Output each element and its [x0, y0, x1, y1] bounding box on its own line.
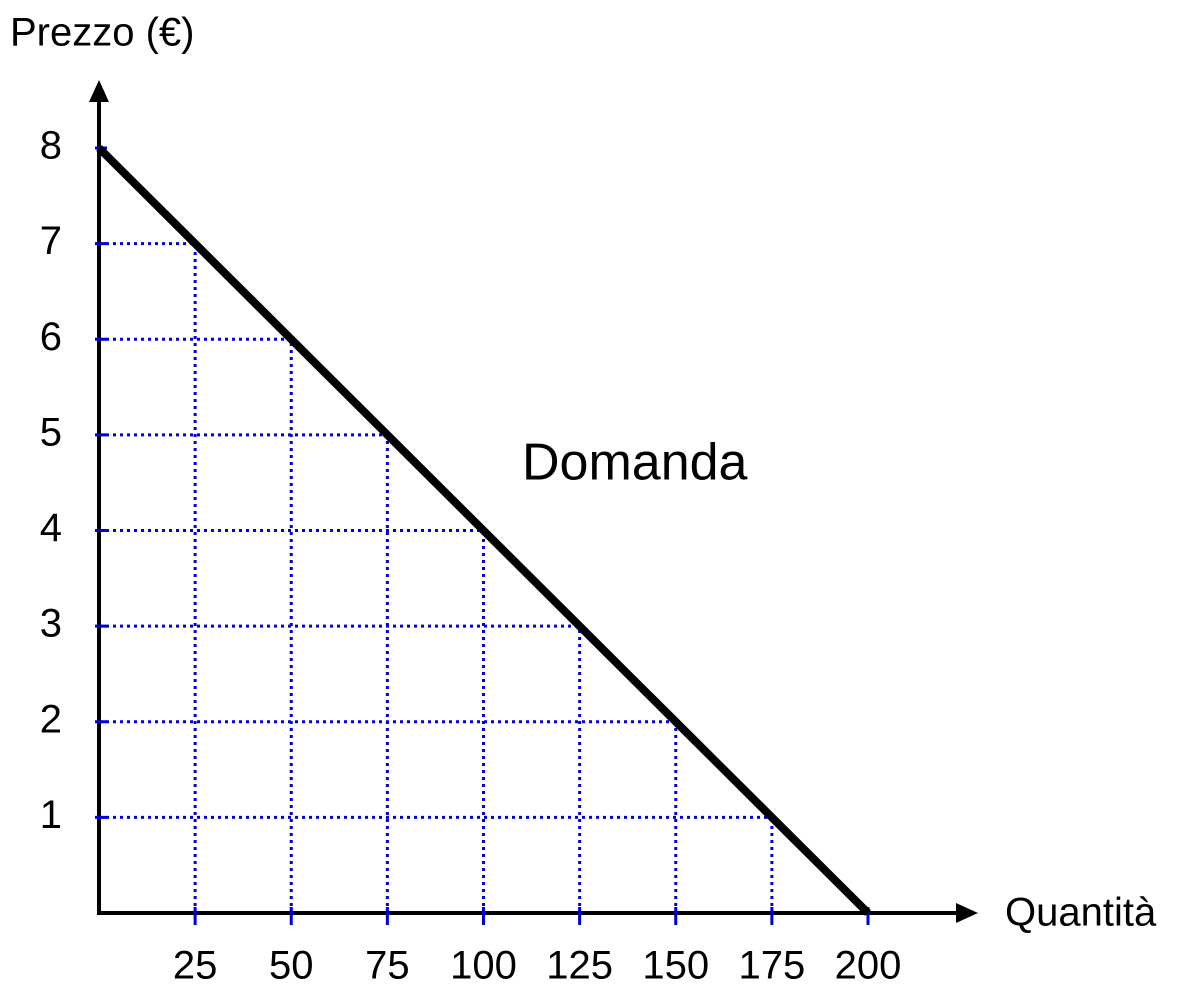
x-tick-label: 50: [269, 944, 314, 988]
y-tick-label: 7: [40, 219, 62, 263]
x-tick-label: 150: [642, 944, 709, 988]
x-tick-label: 175: [739, 944, 806, 988]
x-tick-label: 125: [546, 944, 613, 988]
y-tick-label: 1: [40, 793, 62, 837]
y-tick-label: 5: [40, 410, 62, 454]
x-tick-label: 25: [173, 944, 218, 988]
y-tick-label: 6: [40, 315, 62, 359]
x-axis-arrow: [956, 903, 978, 923]
x-tick-label: 100: [450, 944, 517, 988]
y-tick-label: 8: [40, 124, 62, 168]
x-tick-label: 200: [835, 944, 902, 988]
guides: [99, 242, 774, 913]
y-axis-arrow: [89, 80, 109, 102]
y-tick-label: 4: [40, 506, 62, 550]
y-tick-label: 3: [40, 602, 62, 646]
y-axis-label: Prezzo (€): [10, 11, 195, 55]
y-tick-label: 2: [40, 697, 62, 741]
x-tick-label: 75: [365, 944, 410, 988]
annotation: Domanda: [522, 434, 748, 492]
demand-line: [96, 145, 871, 916]
x-axis-label: Quantità: [1005, 891, 1157, 935]
